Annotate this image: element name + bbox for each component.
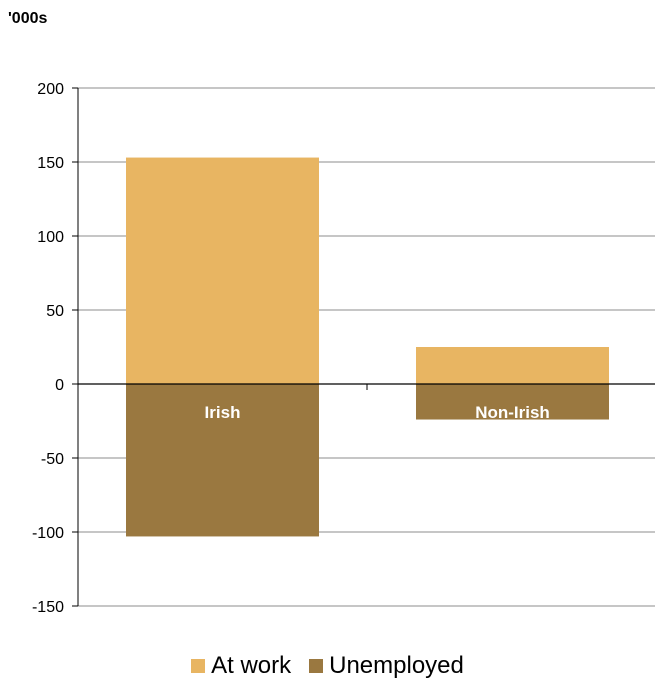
bar-unemployed	[416, 384, 609, 420]
y-tick-label: 50	[46, 303, 64, 320]
bar-at-work	[416, 347, 609, 384]
y-tick-label: 100	[37, 229, 64, 246]
bar-unemployed	[126, 384, 319, 537]
category-label: Non-Irish	[475, 403, 550, 422]
legend-item-at-work: At work	[191, 652, 291, 680]
legend-label-unemployed: Unemployed	[329, 652, 464, 679]
y-tick-label: -100	[32, 525, 64, 542]
y-tick-label: 150	[37, 155, 64, 172]
legend-swatch-at-work	[191, 659, 206, 673]
y-tick-label: -150	[32, 599, 64, 616]
bar-at-work	[126, 157, 319, 384]
legend: At work Unemployed	[0, 652, 655, 680]
y-tick-label: 200	[37, 81, 64, 98]
legend-swatch-unemployed	[309, 659, 324, 673]
y-tick-label: 0	[55, 377, 64, 394]
y-unit-label: '000s	[8, 10, 48, 27]
legend-item-unemployed: Unemployed	[309, 652, 464, 680]
bar-chart: 200 150 100 50 0 -50 -100 -150 Irish Non-Irish	[32, 81, 655, 616]
category-label: Irish	[205, 403, 241, 422]
y-tick-label: -50	[41, 451, 64, 468]
legend-label-at-work: At work	[211, 652, 292, 679]
